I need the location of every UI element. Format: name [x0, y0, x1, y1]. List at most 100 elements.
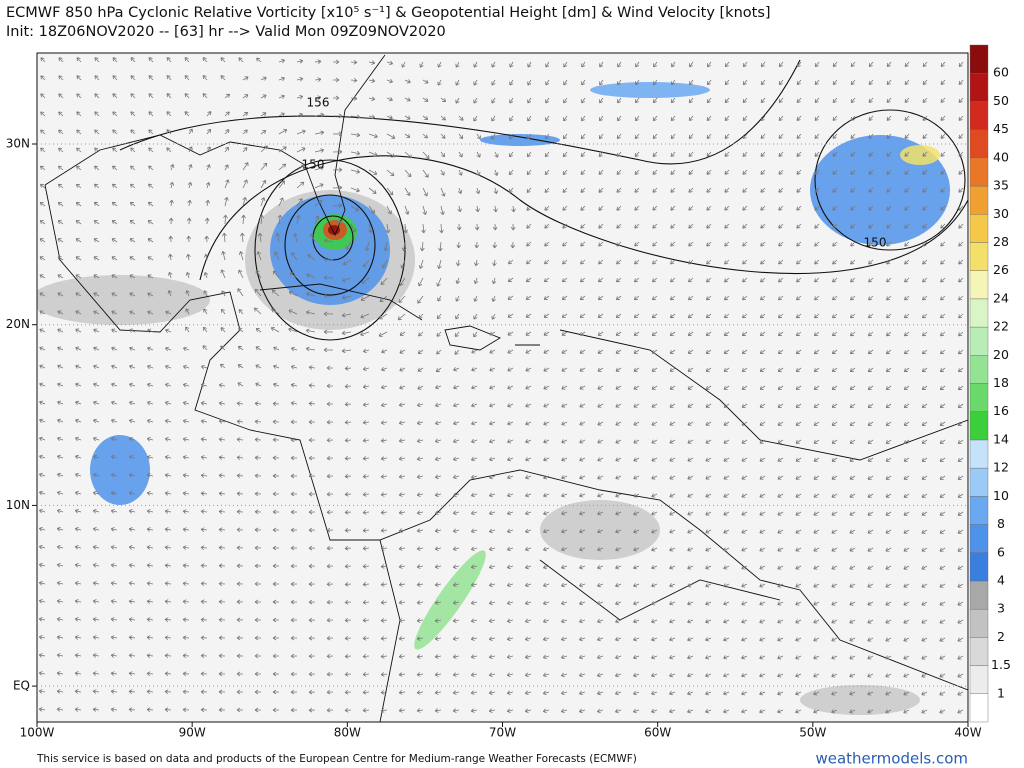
wind-arrow [652, 169, 658, 175]
wind-arrow [489, 421, 496, 426]
wind-arrow [652, 277, 658, 283]
wind-arrow [332, 149, 343, 155]
wind-arrow [886, 223, 892, 229]
wind-arrow [260, 129, 267, 135]
wind-arrow [509, 97, 514, 104]
wind-arrow [813, 673, 820, 678]
wind-arrow [452, 690, 460, 695]
wind-arrow [921, 421, 928, 426]
wind-arrow [452, 510, 460, 516]
wind-arrow [182, 617, 190, 623]
wind-arrow [488, 690, 496, 695]
wind-arrow [128, 653, 136, 658]
wind-arrow [166, 57, 172, 63]
wind-arrow [94, 75, 100, 81]
wind-arrow [580, 259, 586, 265]
wind-arrow [507, 277, 514, 283]
wind-arrow [867, 367, 874, 373]
wind-arrow [868, 241, 874, 247]
wind-arrow [56, 562, 64, 568]
wind-arrow [218, 383, 226, 388]
wind-arrow [759, 475, 766, 480]
wind-arrow [419, 241, 425, 252]
wind-arrow [759, 457, 766, 462]
wind-arrow [182, 491, 190, 496]
wind-arrow [867, 331, 874, 337]
wind-arrow [128, 671, 136, 676]
wind-arrow [110, 490, 118, 496]
wind-arrow [795, 637, 802, 642]
wind-arrow [813, 547, 820, 552]
wind-arrow [457, 187, 463, 194]
wind-arrow [813, 619, 820, 624]
wind-arrow [203, 272, 209, 279]
wind-arrow [416, 528, 424, 533]
wind-arrow [397, 313, 406, 321]
wind-arrow [616, 151, 622, 157]
wind-arrow [242, 197, 247, 207]
wind-arrow [633, 618, 640, 624]
wind-arrow [92, 526, 100, 532]
wind-arrow [110, 454, 118, 460]
wind-arrow [165, 328, 172, 333]
wind-arrow [92, 671, 100, 676]
wind-arrow [110, 436, 118, 442]
wind-arrow [814, 61, 820, 68]
wind-arrow [633, 349, 640, 354]
wind-arrow [182, 563, 190, 568]
wind-arrow [332, 95, 340, 101]
wind-arrow [128, 545, 136, 550]
wind-arrow [237, 345, 244, 351]
brand[interactable]: weathermodels.com [815, 750, 968, 768]
wind-arrow [40, 57, 46, 63]
wind-arrow [489, 474, 496, 480]
wind-arrow [777, 439, 784, 444]
wind-arrow [491, 97, 496, 104]
wind-arrow [470, 564, 478, 570]
wind-arrow [651, 583, 658, 588]
wind-arrow [527, 133, 532, 140]
wind-arrow [921, 673, 928, 678]
wind-arrow [813, 583, 820, 588]
wind-arrow [597, 385, 604, 390]
wind-arrow [849, 331, 856, 337]
wind-arrow [777, 457, 784, 462]
wind-arrow [886, 133, 892, 139]
wind-arrow [164, 707, 172, 713]
wind-arrow [236, 473, 244, 479]
wind-arrow [110, 527, 118, 532]
wind-arrow [903, 709, 910, 714]
wind-arrow [362, 582, 370, 587]
wind-arrow [831, 493, 838, 498]
wind-arrow [288, 309, 298, 315]
wind-arrow [742, 133, 748, 139]
wind-arrow [203, 290, 208, 297]
wind-arrow [110, 508, 118, 514]
wind-arrow [795, 421, 802, 426]
wind-arrow [903, 493, 910, 498]
wind-arrow [687, 349, 694, 354]
wind-arrow [813, 439, 820, 444]
wind-arrow [314, 59, 322, 64]
wind-arrow [380, 564, 388, 569]
wind-arrow [76, 129, 82, 135]
wind-arrow [795, 709, 802, 714]
wind-arrow [687, 655, 694, 660]
wind-arrow [615, 421, 622, 426]
wind-arrow [560, 600, 568, 606]
wind-arrow [706, 295, 712, 301]
wind-arrow [362, 366, 370, 372]
wind-arrow [130, 165, 136, 171]
wind-arrow [344, 366, 352, 371]
wind-arrow [795, 565, 802, 570]
wind-arrow [398, 528, 406, 533]
wind-arrow [218, 401, 226, 406]
wind-arrow [633, 457, 640, 462]
wind-arrow [308, 581, 316, 587]
wind-arrow [323, 257, 334, 262]
wind-arrow [885, 493, 892, 498]
wind-arrow [885, 673, 892, 678]
wind-arrow [669, 439, 676, 444]
wind-arrow [777, 529, 784, 534]
wind-arrow [796, 169, 802, 175]
